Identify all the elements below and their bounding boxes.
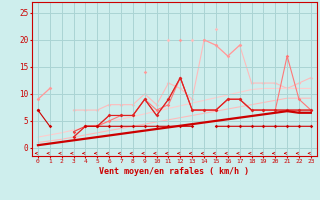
X-axis label: Vent moyen/en rafales ( km/h ): Vent moyen/en rafales ( km/h ) xyxy=(100,167,249,176)
